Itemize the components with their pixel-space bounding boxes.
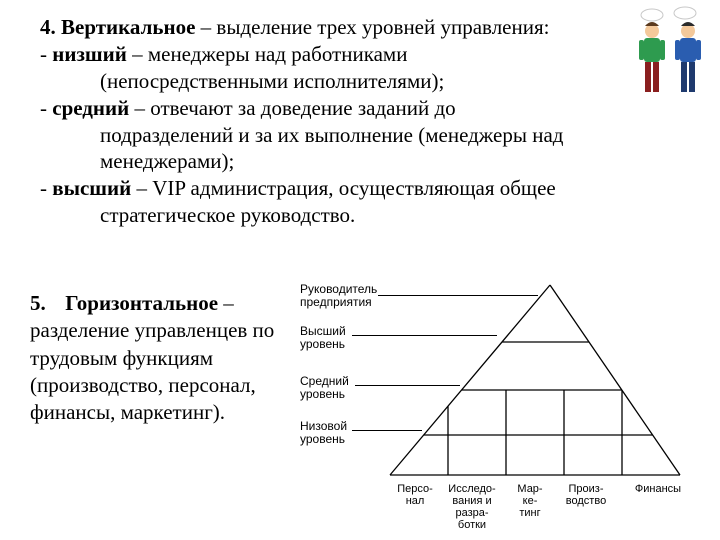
c2c: разра- (455, 507, 488, 519)
label-ruk-1: Руководитель (300, 282, 377, 296)
c2a: Исследо- (448, 483, 495, 495)
t7-bold: высший (52, 176, 131, 200)
c4b: водство (566, 495, 606, 507)
people-svg (630, 5, 710, 105)
c3a: Мар- (517, 483, 542, 495)
label-top: Высший уровень (300, 325, 346, 351)
t4-bold: средний (52, 96, 129, 120)
col-2: Исследо- вания и разра- ботки (442, 483, 502, 531)
label-low-2: уровень (300, 432, 345, 446)
t1-pre: 4. (40, 15, 61, 39)
t7-pre: - (40, 176, 52, 200)
col-4: Произ- водство (558, 483, 614, 507)
col-3: Мар- ке- тинг (510, 483, 550, 519)
p5-rest: разделение управленцев по трудовым функц… (30, 318, 274, 424)
label-low-1: Низовой (300, 419, 347, 433)
lead-ruk (378, 295, 538, 296)
t6: менеджерами); (40, 148, 640, 175)
t3: (непосредственными исполнителями); (40, 68, 640, 95)
col-5: Финансы (628, 483, 688, 495)
c2b: вания и (452, 495, 491, 507)
body-text: 4. Вертикальное – выделение трех уровней… (40, 14, 640, 229)
t8: стратегическое руководство. (40, 202, 640, 229)
slide: 4. Вертикальное – выделение трех уровней… (0, 0, 720, 540)
label-mid: Средний уровень (300, 375, 349, 401)
c3b: ке- (523, 495, 538, 507)
label-mid-1: Средний (300, 374, 349, 388)
c4a: Произ- (569, 483, 604, 495)
t1-post: – выделение трех уровней управления: (195, 15, 549, 39)
label-top-2: уровень (300, 337, 345, 351)
t2-post: – менеджеры над работниками (127, 42, 408, 66)
lead-mid (355, 385, 460, 386)
t5: подразделений и за их выполнение (менедж… (40, 122, 640, 149)
label-low: Низовой уровень (300, 420, 347, 446)
lead-low (352, 430, 422, 431)
c1b: нал (406, 495, 425, 507)
col-1: Персо- нал (392, 483, 438, 507)
c5a: Финансы (635, 483, 681, 495)
p5-num: 5. (30, 290, 60, 317)
lead-top (352, 335, 497, 336)
c1a: Персо- (397, 483, 433, 495)
paragraph-5: 5. Горизонтальное – разделение управленц… (30, 290, 290, 426)
label-ruk-2: предприятия (300, 295, 372, 309)
t4-pre: - (40, 96, 52, 120)
c2d: ботки (458, 519, 486, 531)
t2-pre: - (40, 42, 52, 66)
t7-post: – VIP администрация, осуществляющая обще… (131, 176, 555, 200)
label-ruk: Руководитель предприятия (300, 283, 377, 309)
p5-bold: Горизонтальное (65, 291, 218, 315)
label-mid-2: уровень (300, 387, 345, 401)
p5-dash: – (218, 291, 234, 315)
c3c: тинг (519, 507, 540, 519)
people-icon (630, 5, 710, 105)
t2-bold: низший (52, 42, 127, 66)
t1-bold: Вертикальное (61, 15, 195, 39)
t4-post: – отвечают за доведение заданий до (129, 96, 455, 120)
label-top-1: Высший (300, 324, 346, 338)
pyramid-diagram: Руководитель предприятия Высший уровень … (300, 275, 700, 535)
